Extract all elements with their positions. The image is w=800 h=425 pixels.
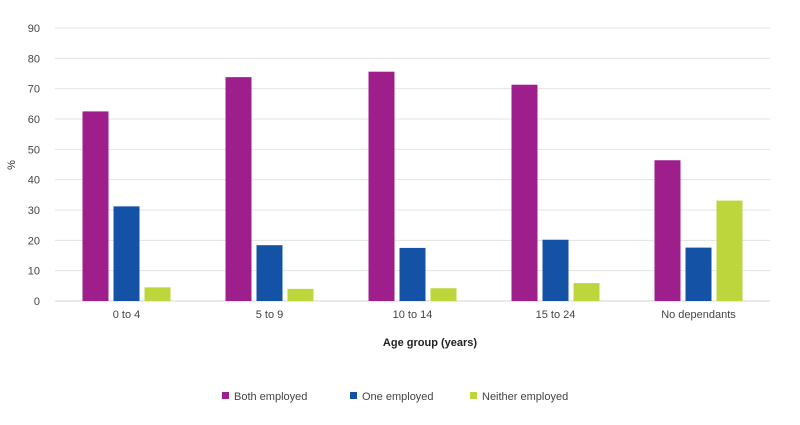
bar	[225, 77, 252, 301]
y-tick-label: 80	[28, 53, 40, 65]
legend-swatch	[222, 392, 229, 399]
legend-label: Both employed	[234, 391, 307, 403]
x-tick-label: No dependants	[661, 309, 736, 321]
y-tick-label: 40	[28, 175, 40, 187]
y-axis-label: %	[6, 160, 18, 170]
legend-swatch	[350, 392, 357, 399]
x-tick-label: 15 to 24	[536, 309, 576, 321]
y-tick-label: 60	[28, 114, 40, 126]
legend: Both employed One employed Neither employe…	[222, 391, 568, 403]
legend-label: Neither employed	[482, 391, 568, 403]
bars	[82, 71, 743, 302]
bar	[716, 200, 743, 301]
bar	[654, 160, 681, 301]
x-tick-label: 0 to 4	[113, 309, 141, 321]
legend-label: One employed	[362, 391, 434, 403]
bar	[368, 71, 395, 302]
y-tick-label: 50	[28, 144, 40, 156]
legend-swatch	[470, 392, 477, 399]
y-tick-label: 10	[28, 266, 40, 278]
y-tick-label: 90	[28, 23, 40, 35]
bar	[685, 247, 712, 301]
bar	[82, 111, 109, 302]
y-tick-label: 0	[34, 296, 40, 308]
x-tick-label: 5 to 9	[256, 309, 284, 321]
bar	[511, 84, 538, 302]
bar	[542, 239, 569, 301]
x-tick-label: 10 to 14	[393, 309, 433, 321]
y-axis-ticks: 0 10 20 30 40 50 60 70 80 90	[28, 23, 40, 308]
grid-lines	[55, 27, 770, 302]
bar	[144, 287, 171, 301]
x-axis-label: Age group (years)	[383, 337, 477, 349]
y-tick-label: 30	[28, 205, 40, 217]
bar	[256, 245, 283, 301]
bar	[573, 283, 600, 301]
bar	[113, 206, 140, 301]
bar	[430, 288, 457, 301]
y-tick-label: 70	[28, 84, 40, 96]
bar	[399, 247, 426, 301]
bar	[287, 288, 314, 301]
x-axis-categories: 0 to 4 5 to 9 10 to 14 15 to 24 No dependant…	[113, 309, 737, 321]
y-tick-label: 20	[28, 235, 40, 247]
